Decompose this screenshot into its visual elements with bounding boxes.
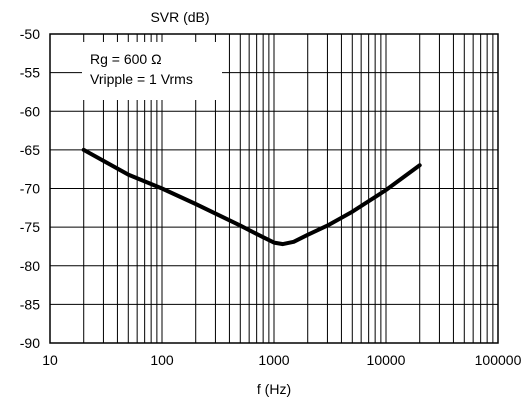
y-tick-label: -75 bbox=[20, 219, 40, 235]
x-tick-label: 1000 bbox=[258, 352, 289, 368]
chart-title: SVR (dB) bbox=[150, 9, 209, 25]
y-tick-label: -60 bbox=[20, 103, 40, 119]
x-tick-label: 10000 bbox=[367, 352, 406, 368]
x-tick-label: 10 bbox=[42, 352, 58, 368]
x-tick-label: 100000 bbox=[475, 352, 522, 368]
annotation-rg: Rg = 600 Ω bbox=[90, 51, 162, 67]
annotation-vripple: Vripple = 1 Vrms bbox=[90, 71, 193, 87]
y-tick-label: -85 bbox=[20, 296, 40, 312]
y-tick-label: -55 bbox=[20, 65, 40, 81]
y-tick-label: -80 bbox=[20, 258, 40, 274]
x-axis-label: f (Hz) bbox=[257, 381, 291, 397]
y-tick-label: -90 bbox=[20, 335, 40, 351]
y-tick-label: -70 bbox=[20, 181, 40, 197]
y-tick-label: -50 bbox=[20, 26, 40, 42]
x-tick-label: 100 bbox=[150, 352, 174, 368]
y-tick-label: -65 bbox=[20, 142, 40, 158]
annotation-layer: Rg = 600 Ω Vripple = 1 Vrms bbox=[82, 42, 222, 100]
